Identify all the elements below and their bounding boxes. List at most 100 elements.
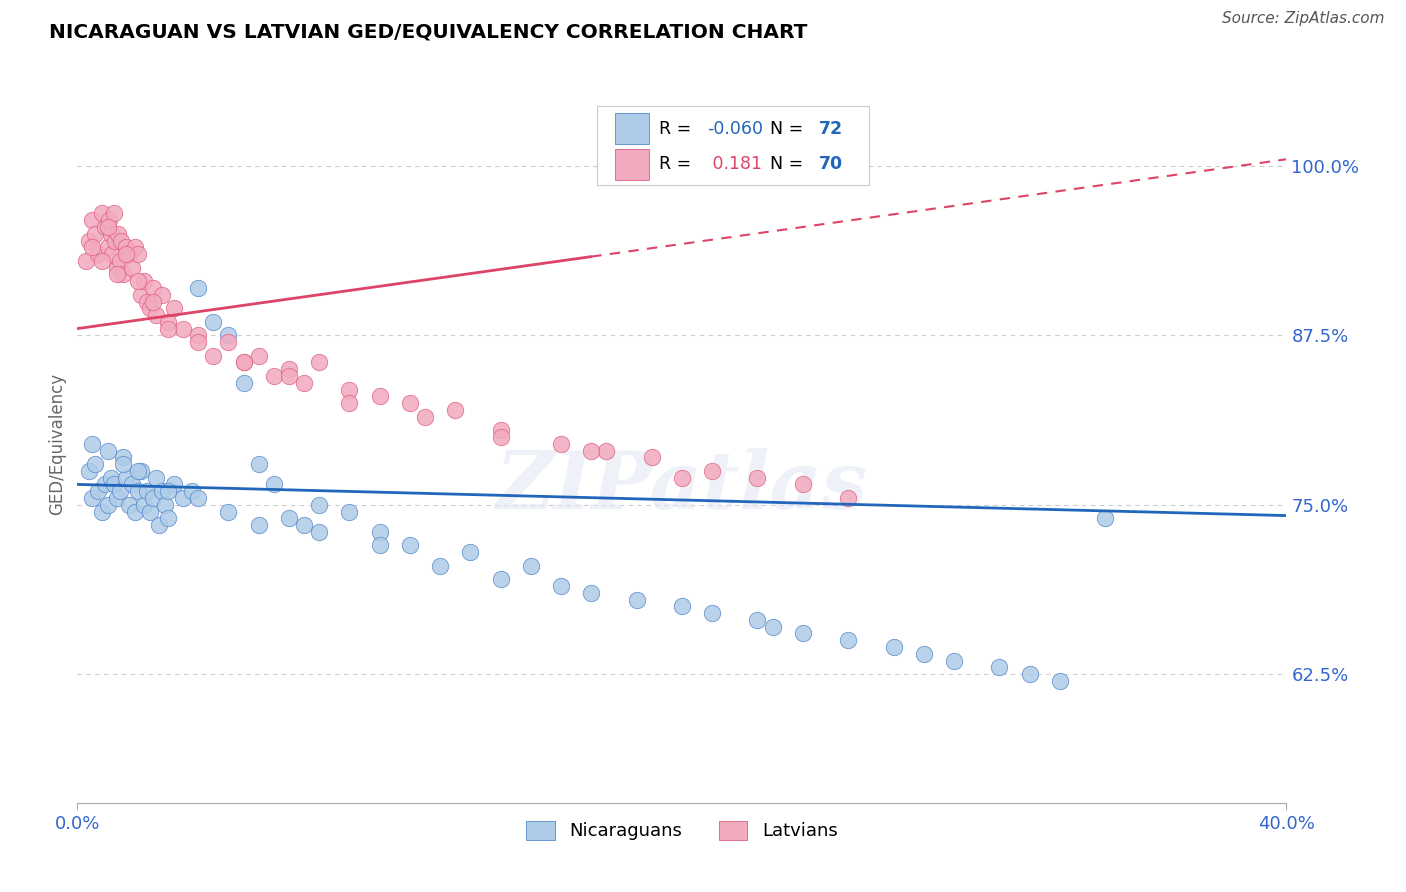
Point <box>79 464 101 478</box>
Point <box>96 240 118 254</box>
Point <box>181 484 204 499</box>
Point <box>278 369 301 384</box>
Point <box>93 477 115 491</box>
Point <box>135 294 157 309</box>
Point <box>82 213 104 227</box>
Point <box>129 287 152 301</box>
Point <box>96 219 118 234</box>
Point <box>489 423 512 437</box>
Point <box>84 457 107 471</box>
Point <box>232 355 254 369</box>
Point <box>132 498 155 512</box>
Point <box>247 457 270 471</box>
Point <box>96 498 118 512</box>
Text: 0.181: 0.181 <box>707 155 762 173</box>
Text: R =: R = <box>659 120 692 137</box>
Point <box>172 321 194 335</box>
Point <box>132 274 155 288</box>
Point <box>157 321 180 335</box>
Point <box>150 484 173 499</box>
Text: 70: 70 <box>818 155 842 173</box>
Point <box>762 620 785 634</box>
Point <box>139 301 162 316</box>
Point <box>988 660 1011 674</box>
Point <box>399 538 422 552</box>
Point <box>1049 673 1071 688</box>
Point <box>489 572 512 586</box>
Point <box>429 558 451 573</box>
Point <box>124 504 146 518</box>
Point <box>187 491 209 505</box>
Point <box>172 491 194 505</box>
Point <box>278 511 301 525</box>
Point <box>111 457 134 471</box>
Point <box>84 227 107 241</box>
Point <box>339 396 360 410</box>
Point <box>278 362 301 376</box>
Point <box>157 511 180 525</box>
Point <box>1094 511 1116 525</box>
Point <box>339 504 360 518</box>
Point <box>399 396 422 410</box>
Point <box>135 484 157 499</box>
Point <box>641 450 664 465</box>
Point <box>308 355 330 369</box>
Point <box>101 247 124 261</box>
Point <box>458 545 481 559</box>
Point <box>157 484 180 499</box>
Point <box>263 369 285 384</box>
Y-axis label: GED/Equivalency: GED/Equivalency <box>48 373 66 515</box>
Point <box>1018 667 1040 681</box>
Text: -0.060: -0.060 <box>707 120 763 137</box>
Point <box>339 383 360 397</box>
Point <box>837 633 859 648</box>
Point <box>142 281 165 295</box>
Point <box>104 234 127 248</box>
Point <box>153 498 176 512</box>
Point <box>148 518 170 533</box>
Point <box>595 443 617 458</box>
Point <box>145 470 167 484</box>
Point <box>100 470 122 484</box>
Point <box>232 376 254 390</box>
Point <box>121 477 143 491</box>
Point <box>114 470 136 484</box>
FancyBboxPatch shape <box>616 112 650 145</box>
Point <box>581 586 603 600</box>
Point <box>702 464 724 478</box>
Point <box>127 274 149 288</box>
Point <box>82 240 104 254</box>
Point <box>368 524 391 539</box>
Point <box>202 349 225 363</box>
Point <box>943 654 966 668</box>
Point <box>121 260 143 275</box>
Point <box>792 477 814 491</box>
Point <box>218 328 240 343</box>
Point <box>105 268 128 282</box>
Point <box>90 253 112 268</box>
Point <box>308 524 330 539</box>
Point <box>98 213 121 227</box>
Point <box>118 247 141 261</box>
Point <box>247 518 270 533</box>
Point <box>912 647 935 661</box>
Point <box>96 443 118 458</box>
Text: Source: ZipAtlas.com: Source: ZipAtlas.com <box>1222 11 1385 26</box>
Point <box>232 355 254 369</box>
Point <box>142 294 165 309</box>
Point <box>145 308 167 322</box>
Point <box>550 579 572 593</box>
Point <box>368 389 391 403</box>
Point <box>93 219 115 234</box>
Point <box>218 335 240 350</box>
Point <box>105 491 128 505</box>
Point <box>124 240 146 254</box>
Legend: Nicaraguans, Latvians: Nicaraguans, Latvians <box>519 814 845 847</box>
Point <box>82 437 104 451</box>
Point <box>187 281 209 295</box>
Point <box>292 518 315 533</box>
Point <box>107 227 129 241</box>
Point <box>702 606 724 620</box>
Point <box>520 558 543 573</box>
Text: R =: R = <box>659 155 692 173</box>
